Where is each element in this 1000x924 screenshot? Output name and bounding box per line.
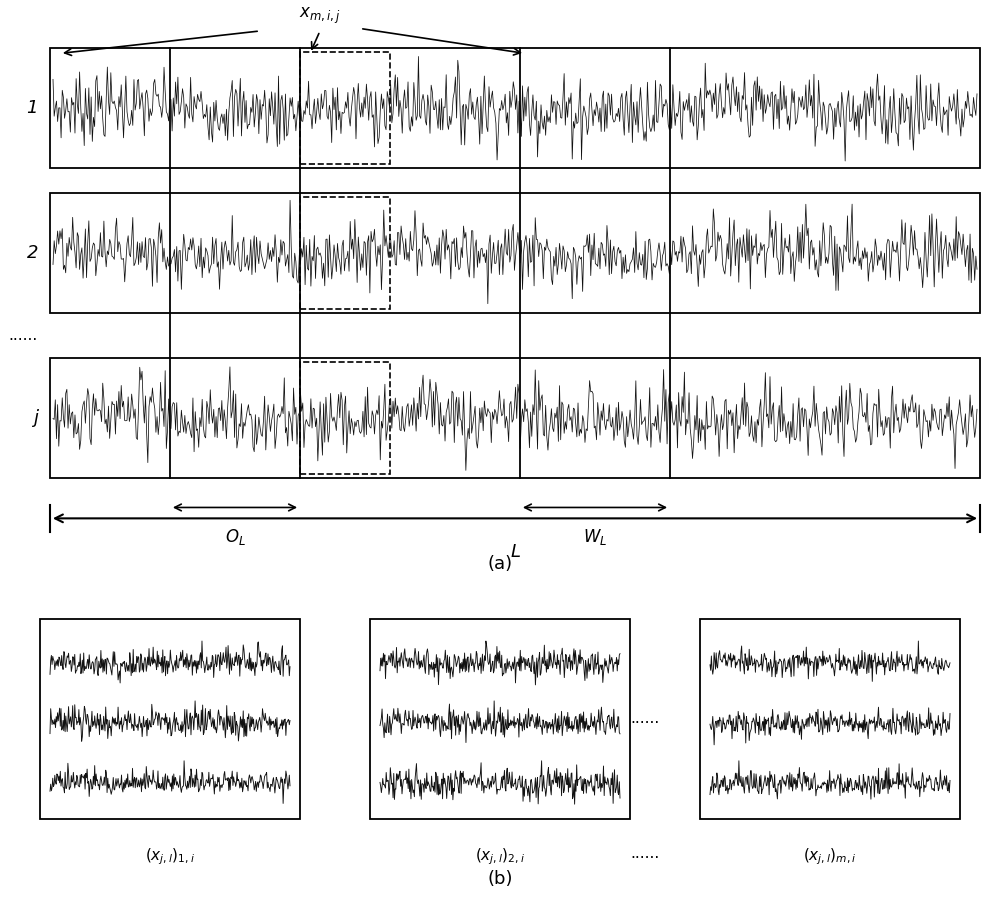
Text: (b): (b) xyxy=(487,869,513,888)
Text: $(x_{j,l})_{1,i}$: $(x_{j,l})_{1,i}$ xyxy=(145,846,195,867)
Text: $(x_{j,l})_{m,i}$: $(x_{j,l})_{m,i}$ xyxy=(803,846,857,867)
Bar xyxy=(50,48,980,168)
Text: 1: 1 xyxy=(27,99,38,117)
Text: $W_L$: $W_L$ xyxy=(583,528,607,547)
Text: $x_{m,i,j}$: $x_{m,i,j}$ xyxy=(299,6,341,26)
Bar xyxy=(300,197,390,309)
Bar xyxy=(50,358,980,478)
Text: j: j xyxy=(33,408,38,427)
Text: ......: ...... xyxy=(9,328,38,343)
Bar xyxy=(300,53,390,164)
Text: (a): (a) xyxy=(487,554,513,573)
Text: $L$: $L$ xyxy=(510,543,520,561)
Bar xyxy=(370,619,630,819)
Text: ......: ...... xyxy=(630,846,660,861)
Text: ......: ...... xyxy=(630,711,660,726)
Text: 2: 2 xyxy=(27,244,38,262)
Bar xyxy=(50,193,980,313)
Text: $(x_{j,l})_{2,i}$: $(x_{j,l})_{2,i}$ xyxy=(475,846,525,867)
Text: $O_L$: $O_L$ xyxy=(225,528,245,547)
Bar xyxy=(40,619,300,819)
Bar xyxy=(700,619,960,819)
Bar xyxy=(300,362,390,473)
